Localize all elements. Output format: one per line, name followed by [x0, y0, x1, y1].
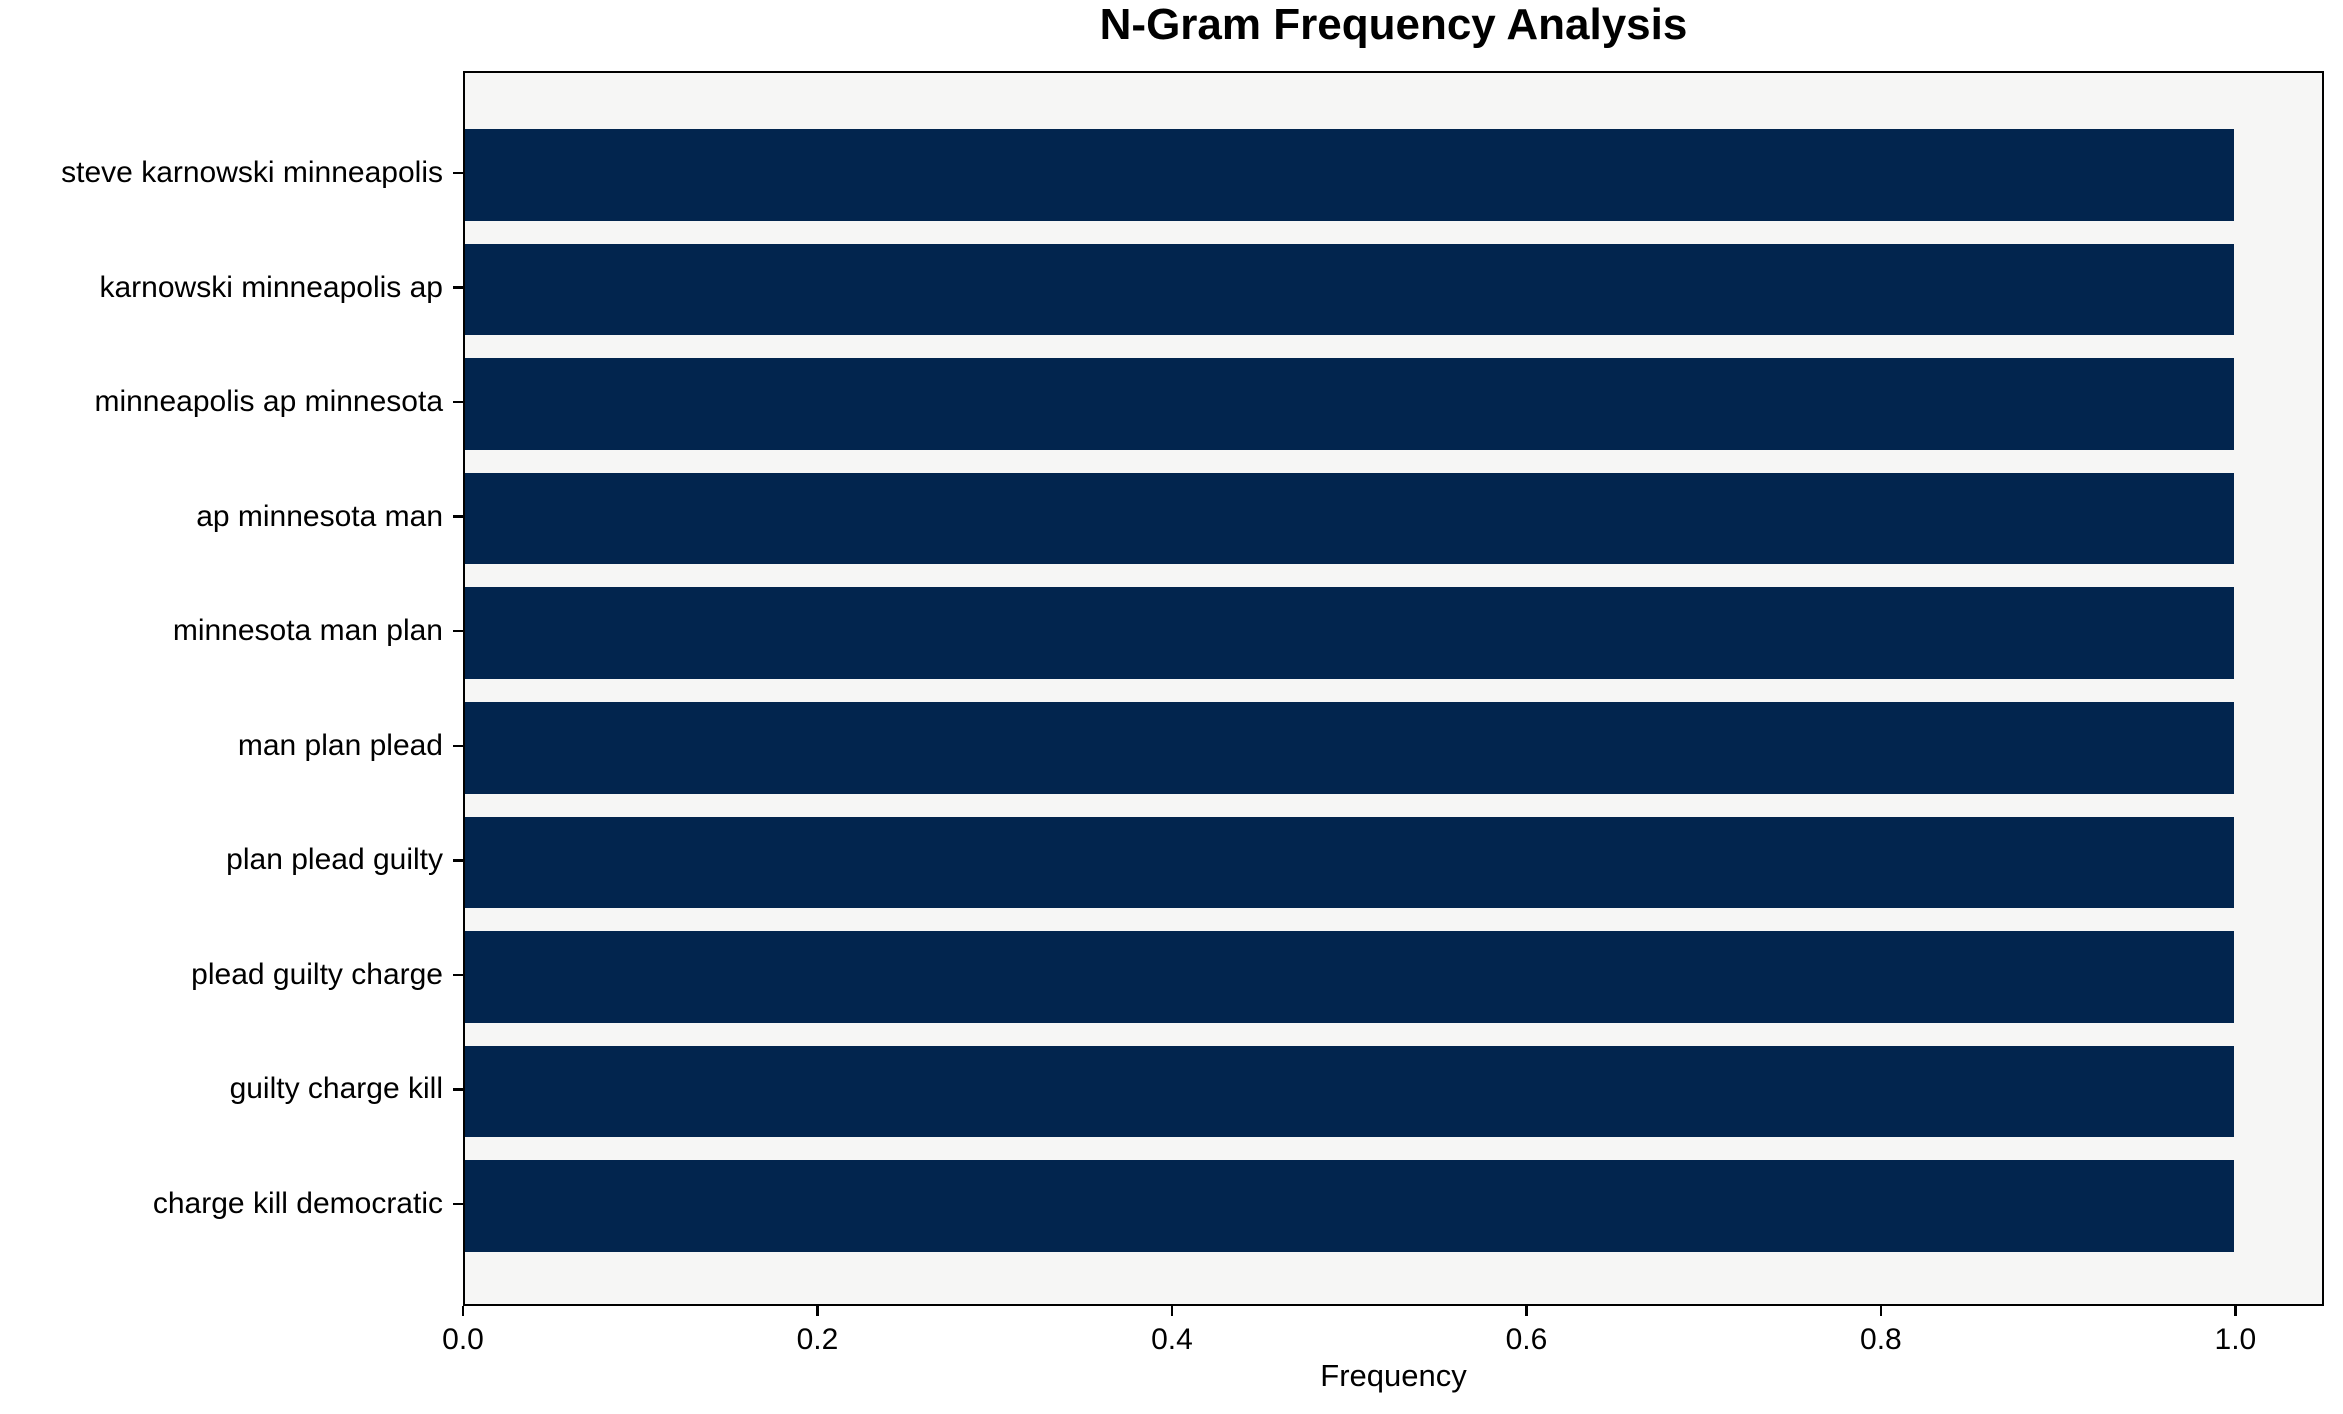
- y-tick-mark: [453, 973, 463, 977]
- plot-area: [463, 71, 2324, 1306]
- bar: [465, 243, 2234, 336]
- y-tick-label: steve karnowski minneapolis: [61, 155, 443, 189]
- y-tick-mark: [453, 859, 463, 862]
- y-tick-label: charge kill democratic: [152, 1187, 443, 1221]
- x-axis-label: Frequency: [1320, 1358, 1467, 1393]
- x-tick-mark: [1170, 1306, 1174, 1316]
- x-tick-mark: [461, 1306, 465, 1316]
- bar: [465, 701, 2234, 794]
- y-tick-mark: [453, 744, 463, 748]
- y-tick-mark: [453, 629, 463, 633]
- y-tick-mark: [453, 1088, 463, 1091]
- bar: [465, 1160, 2234, 1252]
- y-tick-label: ap minnesota man: [196, 499, 443, 533]
- bar: [465, 472, 2234, 565]
- x-tick-label: 0.8: [1860, 1323, 1902, 1356]
- bar: [465, 816, 2234, 909]
- x-tick-mark: [2234, 1306, 2237, 1316]
- x-tick-mark: [1525, 1306, 1528, 1316]
- bar: [465, 931, 2234, 1023]
- y-tick-label: guilty charge kill: [229, 1072, 443, 1106]
- x-tick-mark: [816, 1306, 819, 1316]
- x-tick-label: 1.0: [2214, 1323, 2257, 1356]
- x-tick-label: 0.2: [796, 1323, 839, 1356]
- y-tick-label: karnowski minneapolis ap: [99, 270, 443, 304]
- y-tick-mark: [453, 515, 463, 518]
- bar: [465, 358, 2234, 450]
- bar: [465, 587, 2234, 680]
- y-tick-label: plan plead guilty: [226, 843, 443, 877]
- y-tick-label: minneapolis ap minnesota: [94, 385, 443, 419]
- bar: [465, 129, 2234, 221]
- x-tick-label: 0.6: [1505, 1323, 1548, 1356]
- y-tick-mark: [453, 286, 463, 289]
- bar: [465, 1045, 2234, 1138]
- y-tick-mark: [453, 400, 463, 404]
- y-tick-mark: [453, 171, 463, 175]
- x-tick-label: 0.0: [442, 1323, 484, 1356]
- chart-title: N-Gram Frequency Analysis: [1099, 0, 1688, 49]
- y-tick-mark: [453, 1202, 463, 1206]
- x-tick-label: 0.4: [1151, 1323, 1193, 1356]
- y-tick-label: minnesota man plan: [172, 614, 443, 648]
- y-tick-label: man plan plead: [237, 728, 443, 762]
- x-tick-mark: [1879, 1306, 1883, 1316]
- y-tick-label: plead guilty charge: [191, 957, 443, 991]
